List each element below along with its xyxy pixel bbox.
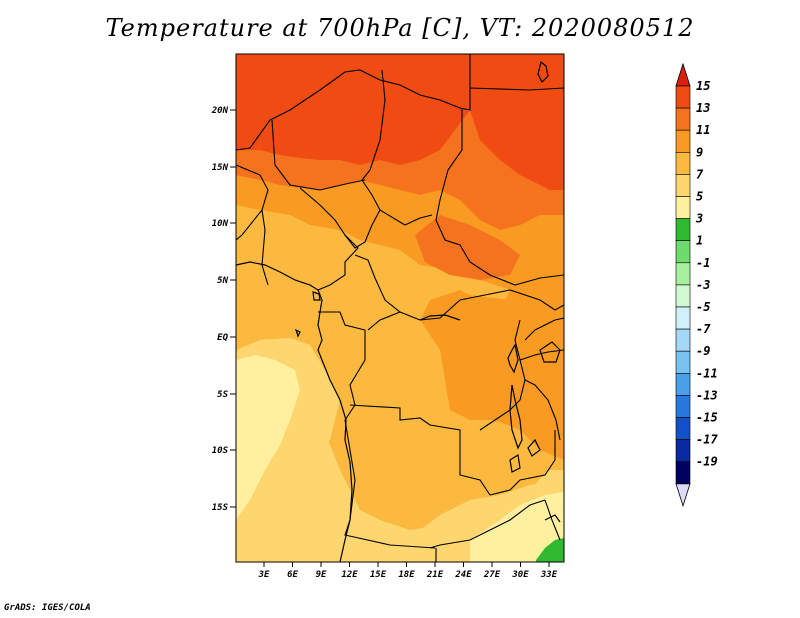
lat-label: 5N bbox=[217, 276, 228, 286]
colorbar-label: -17 bbox=[696, 433, 718, 447]
lat-label: 15N bbox=[212, 163, 229, 173]
lat-label: 15S bbox=[212, 503, 229, 513]
lat-axis: 20N 15N 10N 5N EQ 5S 10S 15S bbox=[211, 106, 236, 513]
colorbar-swatch bbox=[675, 350, 691, 374]
colorbar-swatch bbox=[675, 439, 691, 463]
lon-label: 33E bbox=[540, 570, 558, 580]
colorbar-swatch bbox=[675, 372, 691, 396]
colorbar-label: 11 bbox=[696, 123, 710, 137]
colorbar-swatch bbox=[675, 129, 691, 153]
grads-credit: GrADS: IGES/COLA bbox=[4, 603, 91, 613]
lon-label: 21E bbox=[426, 570, 444, 580]
colorbar-swatch bbox=[675, 461, 691, 485]
lat-label: 20N bbox=[211, 106, 229, 116]
lon-label: 9E bbox=[316, 570, 327, 580]
field-t13-main bbox=[236, 54, 470, 165]
colorbar-swatch bbox=[675, 395, 691, 418]
colorbar-swatch bbox=[675, 284, 691, 308]
colorbar-label: -7 bbox=[696, 322, 711, 336]
colorbar-swatch bbox=[675, 107, 691, 131]
lon-label: 6E bbox=[287, 570, 298, 580]
field-t3-se bbox=[470, 492, 564, 562]
colorbar-label: 1 bbox=[696, 234, 703, 248]
lon-axis: 3E 6E 9E 12E 15E 18E 21E 24E 27E 30E 33E bbox=[258, 562, 558, 580]
lon-label: 24E bbox=[454, 570, 472, 580]
lon-label: 27E bbox=[483, 570, 501, 580]
colorbar-label: -5 bbox=[696, 300, 710, 314]
field-t9-east bbox=[440, 295, 564, 460]
colorbar-label: -1 bbox=[696, 256, 710, 270]
lon-label: 30E bbox=[511, 570, 529, 580]
lon-label: 18E bbox=[398, 570, 415, 580]
lat-label: 5S bbox=[217, 390, 228, 400]
colorbar-swatch bbox=[675, 262, 691, 286]
colorbar-label: -11 bbox=[696, 366, 718, 380]
colorbar-swatch bbox=[675, 196, 691, 219]
colorbar-top-arrow bbox=[675, 62, 691, 87]
country-borders bbox=[236, 54, 564, 562]
colorbar-label: 9 bbox=[696, 145, 703, 159]
colorbar-label: -13 bbox=[696, 388, 718, 402]
lat-label: 10N bbox=[212, 219, 229, 229]
colorbar-label: -15 bbox=[696, 411, 718, 425]
lon-label: 3E bbox=[258, 570, 270, 580]
colorbar-label: 5 bbox=[696, 190, 703, 204]
colorbar-swatch bbox=[675, 306, 691, 330]
colorbar-label: -19 bbox=[696, 455, 718, 469]
colorbar-label: 3 bbox=[695, 212, 703, 226]
colorbar-swatch bbox=[675, 240, 691, 264]
map-frame bbox=[235, 53, 565, 563]
map-title: Temperature at 700hPa [C], VT: 202008051… bbox=[105, 14, 695, 42]
lon-label: 12E bbox=[341, 570, 358, 580]
coastline-and-lakes bbox=[236, 60, 561, 562]
colorbar-swatch bbox=[675, 85, 691, 109]
colorbar-swatch bbox=[675, 328, 691, 352]
colorbar-label: 7 bbox=[696, 167, 704, 181]
colorbar-label: -3 bbox=[696, 278, 710, 292]
colorbar: 15 13 11 9 7 5 3 1 -1 -3 -5 -7 -9 -11 -13 -15 -17 -19 bbox=[675, 62, 718, 508]
lon-label: 15E bbox=[370, 570, 387, 580]
field-t3-sw bbox=[236, 355, 300, 520]
lat-label: EQ bbox=[217, 333, 228, 343]
colorbar-bottom-arrow bbox=[675, 483, 691, 508]
colorbar-swatch bbox=[675, 152, 691, 175]
colorbar-swatch bbox=[675, 218, 691, 242]
colorbar-swatch bbox=[675, 417, 691, 440]
colorbar-label: 13 bbox=[696, 101, 710, 115]
lat-label: 10S bbox=[212, 446, 229, 456]
colorbar-swatch bbox=[675, 174, 691, 197]
colorbar-label: 15 bbox=[696, 79, 710, 93]
colorbar-label: -9 bbox=[696, 344, 710, 358]
field-t1-se bbox=[536, 538, 564, 562]
